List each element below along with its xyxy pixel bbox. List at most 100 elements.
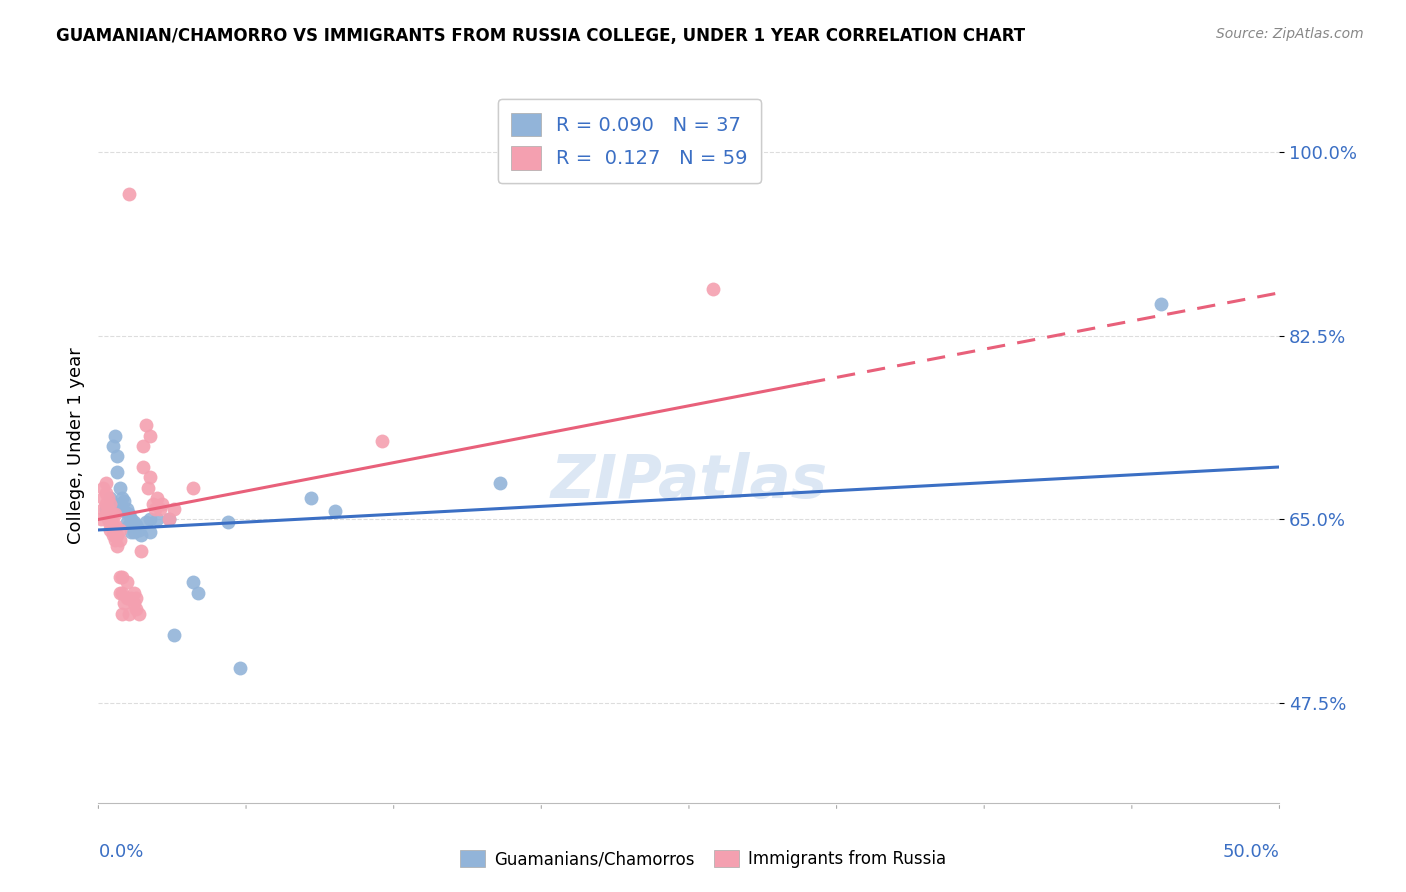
Point: [118, 507, 141, 521]
Point: [94, 475, 117, 490]
Point: [115, 575, 138, 590]
Point: [111, 491, 134, 506]
Text: 0.0%: 0.0%: [98, 843, 143, 861]
Point: [101, 528, 124, 542]
Point: [118, 517, 141, 532]
Point: [98, 523, 121, 537]
Point: [121, 591, 143, 606]
Point: [105, 450, 128, 464]
Point: [97, 512, 120, 526]
Point: [157, 512, 180, 526]
Point: [108, 570, 131, 584]
Point: [94, 502, 117, 516]
Point: [1150, 297, 1173, 311]
Point: [115, 591, 138, 606]
Point: [98, 491, 121, 506]
Point: [108, 497, 131, 511]
Point: [108, 533, 131, 548]
Point: [104, 517, 127, 532]
Point: [135, 417, 157, 432]
Point: [142, 497, 165, 511]
Point: [323, 504, 346, 518]
Point: [125, 517, 148, 532]
Point: [104, 428, 127, 442]
Point: [112, 596, 135, 610]
Point: [139, 524, 162, 539]
Point: [122, 524, 145, 539]
Point: [139, 428, 162, 442]
Point: [139, 470, 162, 484]
Point: [108, 523, 131, 537]
Point: [105, 465, 128, 479]
Point: [157, 512, 180, 526]
Text: GUAMANIAN/CHAMORRO VS IMMIGRANTS FROM RUSSIA COLLEGE, UNDER 1 YEAR CORRELATION C: GUAMANIAN/CHAMORRO VS IMMIGRANTS FROM RU…: [56, 27, 1025, 45]
Point: [111, 607, 134, 621]
Point: [181, 481, 204, 495]
Point: [118, 187, 141, 202]
Point: [91, 491, 114, 506]
Point: [371, 434, 394, 448]
Point: [90, 512, 112, 526]
Point: [101, 507, 124, 521]
Point: [132, 460, 155, 475]
Point: [146, 491, 169, 506]
Point: [121, 524, 143, 539]
Point: [122, 586, 145, 600]
Point: [132, 439, 155, 453]
Point: [105, 528, 128, 542]
Point: [143, 502, 166, 516]
Text: ZIPatlas: ZIPatlas: [550, 452, 828, 511]
Point: [115, 515, 138, 529]
Point: [94, 486, 117, 500]
Point: [98, 507, 121, 521]
Point: [111, 570, 134, 584]
Point: [111, 502, 134, 516]
Point: [108, 481, 131, 495]
Point: [97, 491, 120, 506]
Point: [136, 481, 159, 495]
Point: [101, 439, 124, 453]
Point: [104, 507, 127, 521]
Point: [146, 512, 169, 526]
Point: [101, 517, 124, 532]
Text: 50.0%: 50.0%: [1223, 843, 1279, 861]
Point: [702, 282, 724, 296]
Point: [105, 539, 128, 553]
Point: [94, 507, 117, 521]
Y-axis label: College, Under 1 year: College, Under 1 year: [66, 348, 84, 544]
Point: [104, 533, 127, 548]
Point: [122, 596, 145, 610]
Point: [128, 523, 150, 537]
Point: [149, 502, 172, 516]
Point: [125, 591, 148, 606]
Point: [150, 497, 173, 511]
Point: [489, 475, 512, 490]
Point: [97, 502, 120, 516]
Legend: Guamanians/Chamorros, Immigrants from Russia: Guamanians/Chamorros, Immigrants from Ru…: [454, 843, 952, 875]
Point: [229, 661, 252, 675]
Legend: R = 0.090   N = 37, R =  0.127   N = 59: R = 0.090 N = 37, R = 0.127 N = 59: [498, 99, 761, 184]
Point: [122, 515, 145, 529]
Point: [135, 515, 157, 529]
Point: [217, 515, 239, 529]
Point: [163, 502, 186, 516]
Point: [129, 528, 152, 542]
Text: Source: ZipAtlas.com: Source: ZipAtlas.com: [1216, 27, 1364, 41]
Point: [94, 497, 117, 511]
Point: [163, 628, 186, 642]
Point: [121, 512, 143, 526]
Point: [125, 601, 148, 615]
Point: [299, 491, 322, 506]
Point: [111, 586, 134, 600]
Point: [98, 517, 121, 532]
Point: [181, 575, 204, 590]
Point: [91, 502, 114, 516]
Point: [128, 607, 150, 621]
Point: [118, 607, 141, 621]
Point: [139, 512, 162, 526]
Point: [104, 528, 127, 542]
Point: [115, 502, 138, 516]
Point: [98, 497, 121, 511]
Point: [112, 493, 135, 508]
Point: [112, 504, 135, 518]
